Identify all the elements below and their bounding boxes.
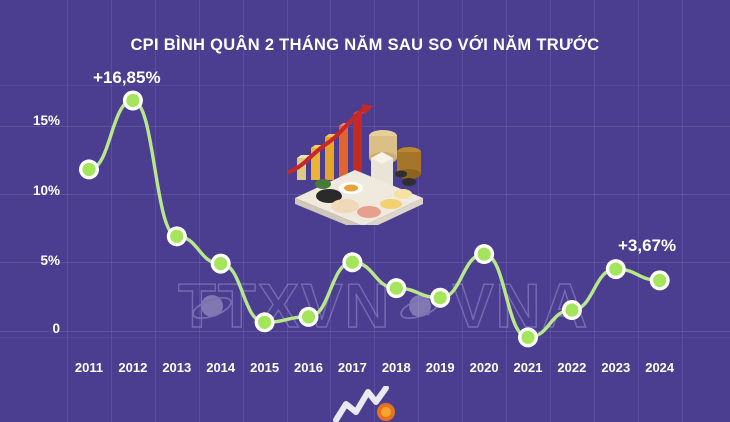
data-point-2011[interactable]	[82, 162, 96, 177]
data-point-2018[interactable]	[389, 281, 403, 295]
y-axis-label-10: 10%	[32, 183, 60, 198]
peak-value-callout: +16,85%	[93, 68, 161, 87]
x-axis-label-2022: 2022	[557, 360, 587, 375]
y-axis-label-15: 15%	[32, 113, 60, 128]
data-point-2022[interactable]	[565, 303, 579, 317]
zigzag-arrow-icon	[333, 386, 395, 422]
page-title: CPI BÌNH QUÂN 2 THÁNG NĂM SAU SO VỚI NĂM…	[130, 36, 600, 54]
x-axis-label-2016: 2016	[294, 360, 323, 375]
isometric-market-illustration	[287, 104, 423, 225]
x-axis-label-2024: 2024	[645, 360, 675, 375]
y-axis-label-5: 5%	[40, 253, 60, 268]
x-axis-label-2011: 2011	[74, 360, 104, 375]
data-point-2024[interactable]	[653, 273, 667, 288]
data-point-2023[interactable]	[609, 262, 623, 276]
data-point-2020[interactable]	[477, 247, 491, 261]
data-point-2015[interactable]	[258, 315, 272, 329]
x-axis-label-2021: 2021	[513, 360, 543, 375]
data-point-2013[interactable]	[170, 229, 184, 243]
y-axis-label-0: 0	[52, 321, 60, 336]
data-point-2019[interactable]	[433, 291, 447, 305]
data-point-2014[interactable]	[214, 257, 228, 271]
x-axis-label-2017: 2017	[337, 360, 367, 375]
data-point-2021[interactable]	[521, 330, 535, 344]
data-point-2016[interactable]	[301, 310, 316, 324]
x-axis-label-2020: 2020	[469, 360, 499, 375]
x-axis-label-2023: 2023	[601, 360, 631, 375]
data-point-2017[interactable]	[345, 255, 359, 269]
x-axis-label-2015: 2015	[250, 360, 280, 375]
x-axis-label-2014: 2014	[206, 360, 236, 375]
x-axis-label-2018: 2018	[381, 360, 411, 375]
data-point-2012[interactable]	[126, 93, 140, 108]
x-axis-label-2013: 2013	[162, 360, 192, 375]
x-axis-label-2019: 2019	[425, 360, 455, 375]
x-axis-label-2012: 2012	[118, 360, 148, 375]
latest-value-callout: +3,67%	[618, 236, 677, 255]
